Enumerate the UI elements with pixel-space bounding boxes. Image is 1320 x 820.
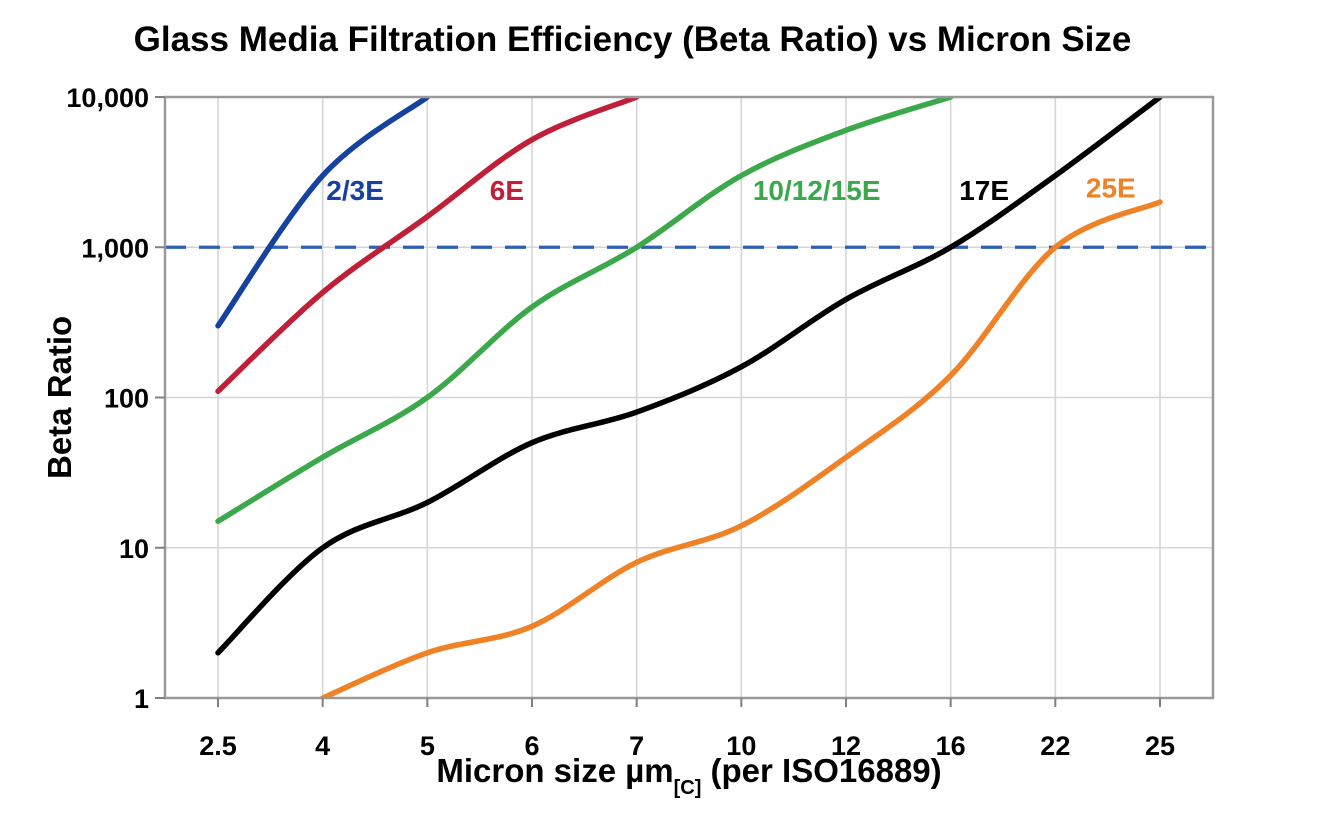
x-axis-title: Micron size µm[C] (per ISO16889) [165,752,1213,800]
x-tick-label: 10 [726,731,756,761]
y-tick-label: 100 [104,384,149,414]
x-tick-label: 7 [629,731,644,761]
plot-area: 2/3E 6E 10/12/15E 17E 25E 2.5 4 5 6 7 10 12 16 22 25 1 1… [66,83,1215,761]
series-label-10-12-15E: 10/12/15E [753,175,881,206]
x-axis-title-main: Micron size µm [436,752,674,789]
series-curve-2-3E [215,97,431,329]
series-curve-6E [215,97,640,395]
series-label-25E: 25E [1086,172,1136,203]
x-tick-label: 5 [420,731,435,761]
y-tick-label: 1 [134,684,149,714]
x-axis-title-rest: (per ISO16889) [701,752,942,789]
series-curve-10-12-15E [215,97,954,525]
x-tick-label: 6 [524,731,539,761]
series-label-6E: 6E [490,175,524,206]
series-label-2-3E: 2/3E [326,175,384,206]
x-axis-title-subscript: [C] [673,777,702,799]
x-tick-label: 25 [1145,731,1175,761]
series-curve-25E [319,199,1163,698]
chart-title: Glass Media Filtration Efficiency (Beta … [133,20,1132,59]
x-tick-label: 12 [831,731,861,761]
x-tick-label: 16 [936,731,966,761]
x-tick-label: 2.5 [199,731,237,761]
x-tick-label: 4 [315,731,330,761]
series-label-17E: 17E [959,175,1009,206]
y-tick-label: 10,000 [66,83,149,113]
series-curve-17E [215,97,1163,656]
x-tick-label: 22 [1040,731,1070,761]
y-tick-label: 1,000 [81,233,149,263]
y-tick-label: 10 [119,534,149,564]
